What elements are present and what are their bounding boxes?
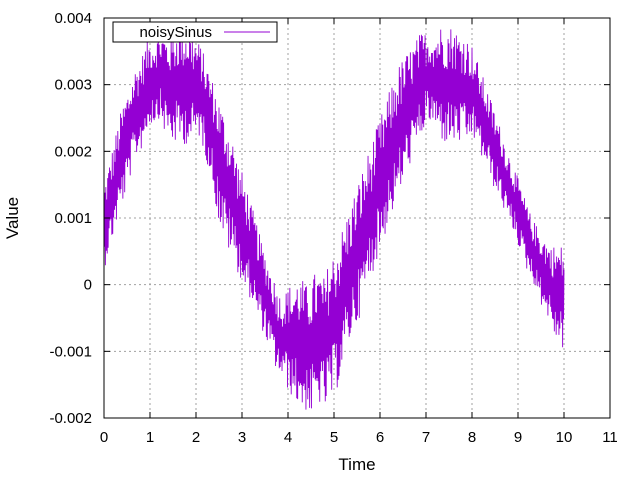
- x-tick-label: 5: [330, 429, 338, 446]
- x-tick-label: 7: [422, 429, 430, 446]
- ticks: [103, 17, 611, 419]
- x-tick-label: 0: [100, 429, 108, 446]
- x-tick-label: 6: [376, 429, 384, 446]
- x-tick-label: 10: [556, 429, 573, 446]
- y-tick-label: -0.001: [49, 343, 92, 360]
- y-tick-label: -0.002: [49, 410, 92, 427]
- y-axis-label: Value: [3, 197, 22, 239]
- legend-label: noisySinus: [139, 24, 212, 41]
- y-tick-label: 0.001: [54, 210, 92, 227]
- x-tick-label: 11: [602, 429, 618, 446]
- x-tick-label: 9: [514, 429, 522, 446]
- y-tick-label: 0.002: [54, 143, 92, 160]
- series-line: [103, 28, 565, 410]
- legend: noisySinus: [112, 21, 278, 43]
- y-tick-label: 0: [84, 277, 92, 294]
- series-noisySinus: [103, 28, 565, 410]
- legend-box: [112, 21, 278, 43]
- y-tick-label: 0.004: [54, 10, 92, 27]
- y-tick-label: 0.003: [54, 77, 92, 94]
- x-tick-label: 8: [468, 429, 476, 446]
- x-tick-label: 4: [284, 429, 292, 446]
- tick-labels: 0 1 2 3 4 5 6 7 8 9 10 11 -0.002 -0.001 0 0.001 0.002 0.0…: [49, 10, 617, 446]
- x-tick-label: 1: [146, 429, 154, 446]
- x-tick-label: 2: [192, 429, 200, 446]
- x-tick-label: 3: [238, 429, 246, 446]
- x-axis-label: Time: [338, 455, 375, 474]
